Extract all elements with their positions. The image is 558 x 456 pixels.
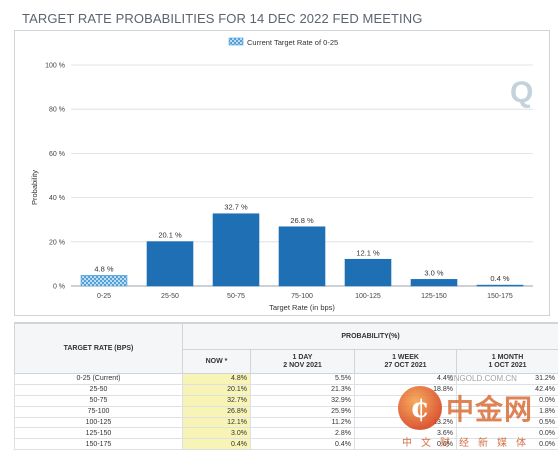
cell-1-day: 2.8% bbox=[250, 427, 355, 440]
cell-1-week bbox=[354, 394, 457, 407]
y-tick-label: 20 % bbox=[49, 239, 65, 246]
header-1-month-date: 1 OCT 2021 bbox=[488, 361, 527, 369]
data-label: 32.7 % bbox=[224, 203, 248, 212]
data-label: 20.1 % bbox=[158, 231, 182, 240]
header-now-label: NOW * bbox=[205, 357, 228, 365]
cell-now: 26.8% bbox=[182, 405, 251, 418]
legend-swatch bbox=[228, 37, 244, 46]
cell-1-day: 0.4% bbox=[250, 438, 355, 451]
bar-50-75 bbox=[212, 213, 260, 287]
cell-now: 3.0% bbox=[182, 427, 251, 440]
bar-chart: Current Target Rate of 0-25 0 % 20 % 40 % 60… bbox=[30, 37, 533, 312]
cell-rate: 25-50 bbox=[14, 383, 183, 396]
data-label: 0.4 % bbox=[490, 274, 510, 283]
cell-rate: 50-75 bbox=[14, 394, 183, 407]
table-row: 25-50 20.1% 21.3% 18.8% 42.4% bbox=[14, 383, 558, 396]
cell-1-day: 11.2% bbox=[250, 416, 355, 429]
table-row: 50-75 32.7% 32.9% 0.0% bbox=[14, 394, 558, 407]
y-tick-label: 0 % bbox=[53, 284, 65, 291]
header-1-day: 1 DAY 2 NOV 2021 bbox=[250, 349, 355, 374]
cell-1-month: 0.0% bbox=[455, 427, 558, 440]
x-axis-label: Target Rate (in bps) bbox=[269, 303, 335, 312]
page-title: TARGET RATE PROBABILITIES FOR 14 DEC 202… bbox=[22, 11, 423, 26]
data-label: 26.8 % bbox=[290, 216, 314, 225]
cell-1-week: 18.8% bbox=[354, 383, 457, 396]
cell-1-month: 31.2% bbox=[455, 373, 558, 385]
bar-75-100 bbox=[278, 226, 326, 287]
table-row: 150-175 0.4% 0.4% 0.6% 0.0% bbox=[14, 438, 558, 451]
legend-label: Current Target Rate of 0-25 bbox=[247, 38, 338, 47]
x-tick-label: 50-75 bbox=[227, 293, 245, 300]
bar-125-150 bbox=[410, 279, 458, 287]
header-target-rate: TARGET RATE (BPS) bbox=[14, 323, 183, 374]
data-label: 4.8 % bbox=[94, 264, 114, 273]
cell-1-day: 32.9% bbox=[250, 394, 355, 407]
cell-now: 20.1% bbox=[182, 383, 251, 396]
y-tick-label: 60 % bbox=[49, 151, 65, 158]
x-tick-label: 75-100 bbox=[291, 293, 313, 300]
x-tick-label: 125-150 bbox=[421, 293, 447, 300]
data-label: 3.0 % bbox=[424, 268, 444, 277]
header-1-day-label: 1 DAY bbox=[292, 353, 313, 361]
cell-1-day: 25.9% bbox=[250, 405, 355, 418]
bar-25-50 bbox=[146, 241, 194, 287]
y-tick-label: 80 % bbox=[49, 107, 65, 114]
cell-rate: 0-25 (Current) bbox=[14, 373, 183, 385]
x-tick-label: 150-175 bbox=[487, 293, 513, 300]
cell-now: 4.8% bbox=[182, 373, 251, 385]
y-tick-label: 100 % bbox=[45, 63, 65, 70]
table-row: 100-125 12.1% 11.2% 13.2% 0.5% bbox=[14, 416, 558, 429]
cell-now: 32.7% bbox=[182, 394, 251, 407]
cell-1-week: 4.4% bbox=[354, 373, 457, 385]
header-1-month: 1 MONTH 1 OCT 2021 bbox=[455, 349, 558, 374]
header-1-day-date: 2 NOV 2021 bbox=[283, 361, 322, 369]
cell-1-week: 0.6% bbox=[354, 438, 457, 451]
x-tick-label: 25-50 bbox=[161, 293, 179, 300]
cell-1-week: 3.6% bbox=[354, 427, 457, 440]
cell-1-month: 0.0% bbox=[455, 438, 558, 451]
cell-rate: 125-150 bbox=[14, 427, 183, 440]
data-label: 12.1 % bbox=[356, 248, 380, 257]
table-row: 0-25 (Current) 4.8% 5.5% 4.4% 31.2% bbox=[14, 373, 558, 385]
cell-1-month: 42.4% bbox=[455, 383, 558, 396]
cell-rate: 100-125 bbox=[14, 416, 183, 429]
cell-now: 12.1% bbox=[182, 416, 251, 429]
chart-panel: Current Target Rate of 0-25 0 % 20 % 40 % 60… bbox=[14, 30, 550, 316]
y-axis-label: Probability bbox=[30, 170, 39, 205]
cell-1-month: 0.0% bbox=[455, 394, 558, 407]
table-row: 125-150 3.0% 2.8% 3.6% 0.0% bbox=[14, 427, 558, 440]
bar-0-25 bbox=[80, 275, 128, 287]
header-1-week-label: 1 WEEK bbox=[392, 353, 419, 361]
x-tick-label: 0-25 bbox=[97, 293, 111, 300]
q-logo-icon: Q bbox=[510, 76, 534, 109]
header-1-week: 1 WEEK 27 OCT 2021 bbox=[354, 349, 457, 374]
cell-1-month: 1.8% bbox=[455, 405, 558, 418]
cell-1-month: 0.5% bbox=[455, 416, 558, 429]
header-probability: PROBABILITY(%) bbox=[181, 323, 558, 350]
table-row: 75-100 26.8% 25.9% 1.8% bbox=[14, 405, 558, 418]
cell-1-day: 5.5% bbox=[250, 373, 355, 385]
header-now: NOW * bbox=[182, 349, 251, 374]
cell-1-week bbox=[354, 405, 457, 418]
cell-rate: 150-175 bbox=[14, 438, 183, 451]
probability-table-wrap: TARGET RATE (BPS) PROBABILITY(%) NOW * 1… bbox=[14, 322, 558, 456]
probability-table: TARGET RATE (BPS) PROBABILITY(%) NOW * 1… bbox=[14, 323, 558, 451]
cell-1-week: 13.2% bbox=[354, 416, 457, 429]
bar-100-125 bbox=[344, 258, 392, 287]
bar-150-175 bbox=[476, 284, 524, 287]
header-1-week-date: 27 OCT 2021 bbox=[384, 361, 427, 369]
header-1-month-label: 1 MONTH bbox=[491, 353, 524, 361]
y-tick-label: 40 % bbox=[49, 195, 65, 202]
cell-now: 0.4% bbox=[182, 438, 251, 451]
cell-1-day: 21.3% bbox=[250, 383, 355, 396]
x-tick-label: 100-125 bbox=[355, 293, 381, 300]
cell-rate: 75-100 bbox=[14, 405, 183, 418]
